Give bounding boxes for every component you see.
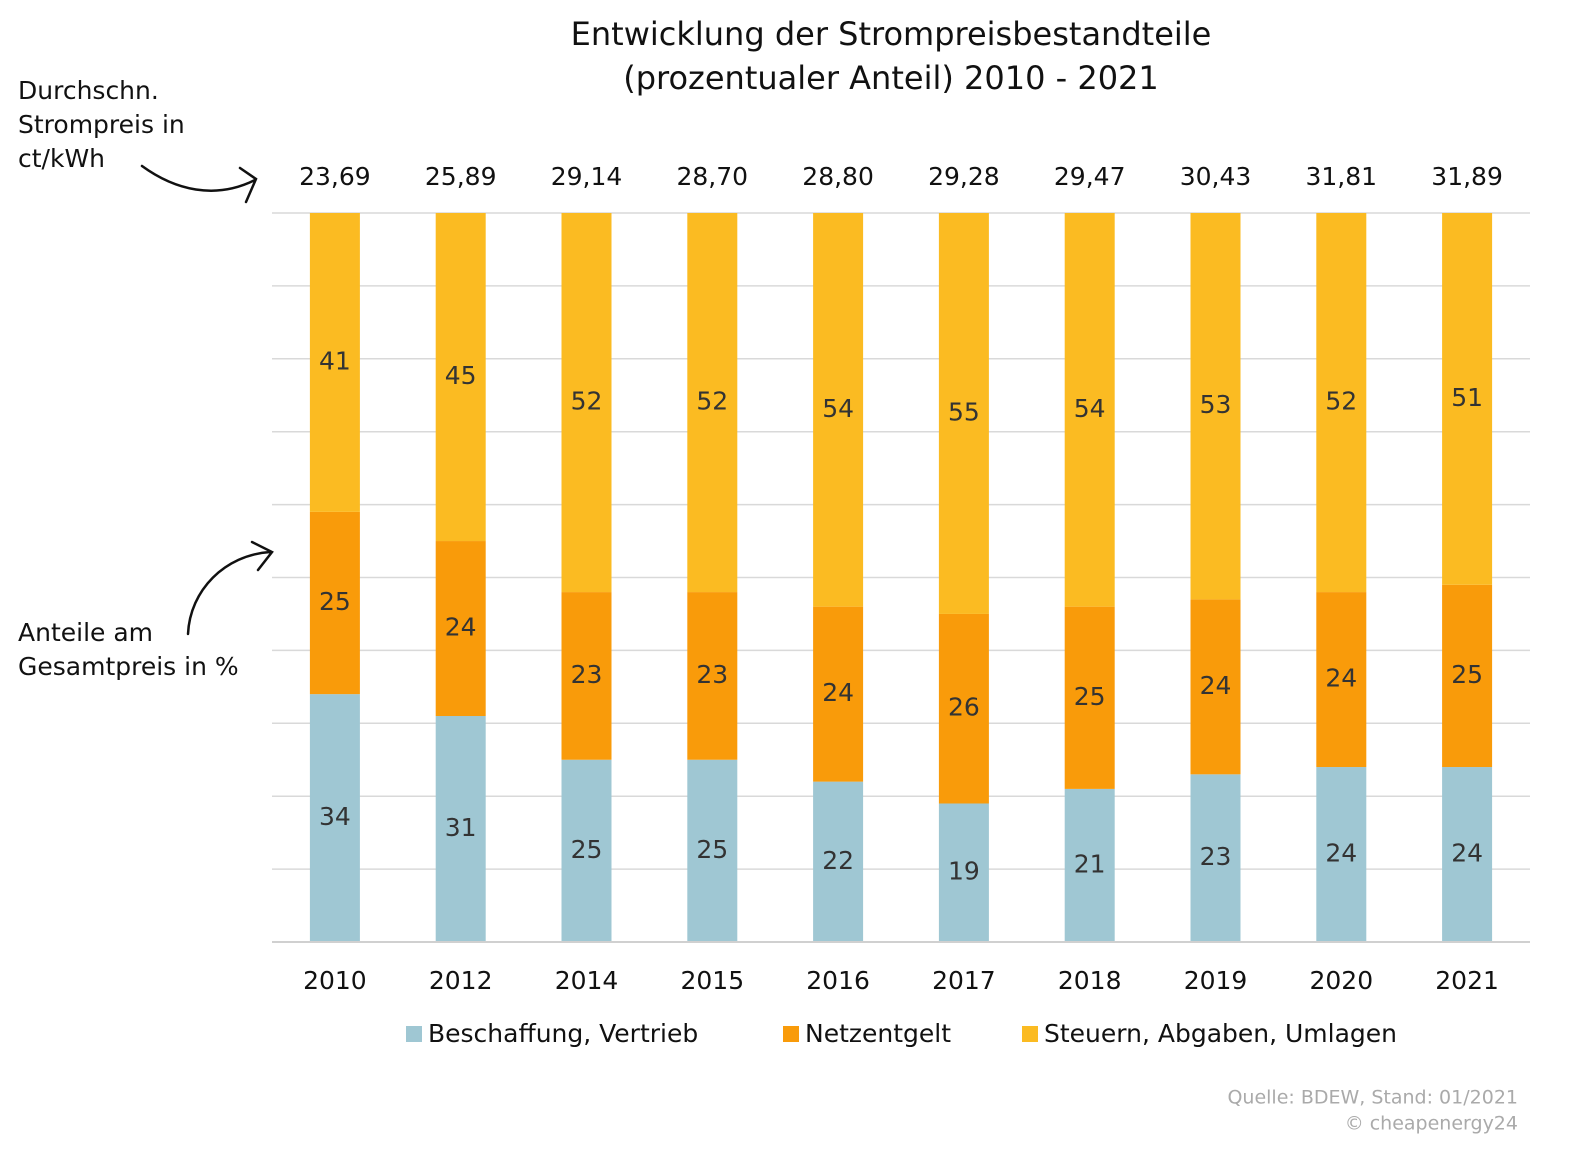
x-tick-label: 2017 [932,966,996,995]
data-label: 23 [696,660,728,689]
bar-segment [1064,606,1115,789]
data-label: 54 [822,394,854,423]
price-label: 29,28 [928,162,1000,191]
bar-segment [1190,774,1241,942]
x-tick-label: 2019 [1184,966,1248,995]
bar-segment [687,759,738,942]
data-label: 52 [696,387,728,416]
data-label: 34 [319,802,351,831]
bar-segment [938,613,989,804]
bar-segment [1316,767,1367,942]
bar-segment [813,781,864,942]
bar-segment [309,694,360,942]
price-label: 28,80 [802,162,874,191]
price-label: 30,43 [1180,162,1252,191]
bar-segment [687,592,738,760]
x-tick-label: 2015 [680,966,744,995]
data-label: 54 [1074,394,1106,423]
price-label: 28,70 [677,162,749,191]
data-label: 25 [1074,682,1106,711]
data-label: 24 [1325,839,1357,868]
bar-segment [1190,599,1241,775]
legend-swatch [783,1026,799,1042]
chart-title: (prozentualer Anteil) 2010 - 2021 [623,59,1159,97]
source: © cheapenergy24 [1345,1113,1518,1135]
data-label: 51 [1451,383,1483,412]
data-label: 25 [696,835,728,864]
data-label: 45 [445,361,477,390]
data-label: 21 [1074,849,1106,878]
bar-segment [561,759,612,942]
data-label: 55 [948,397,980,426]
data-label: 24 [445,613,477,642]
price-label: 25,89 [425,162,497,191]
data-label: 24 [1451,839,1483,868]
annotation: Gesamtpreis in % [18,652,239,681]
bar-segment [813,213,864,607]
data-label: 19 [948,857,980,886]
data-label: 25 [571,835,603,864]
price-label: 29,47 [1054,162,1126,191]
legend-label: Beschaffung, Vertrieb [428,1019,698,1048]
annotation: Durchschn. [18,76,159,105]
x-tick-label: 2010 [303,966,367,995]
data-label: 22 [822,846,854,875]
annotation: ct/kWh [18,144,105,173]
data-label: 26 [948,693,980,722]
bar-segment [1442,584,1493,768]
legend-label: Netzentgelt [805,1019,951,1048]
data-label: 41 [319,346,351,375]
legend-swatch [406,1026,422,1042]
arrow [186,540,274,636]
bar-segment [1442,213,1493,585]
price-label: 31,81 [1306,162,1378,191]
bar-segment [1064,788,1115,942]
data-label: 52 [1325,387,1357,416]
x-tick-label: 2016 [806,966,870,995]
price-label: 31,89 [1431,162,1503,191]
bar-segment [938,213,989,614]
bar-segment [1190,213,1241,600]
bar-segment [813,606,864,782]
bar-segment [435,213,486,542]
data-label: 31 [445,813,477,842]
bar-segment [1064,213,1115,607]
legend-swatch [1022,1026,1038,1042]
bar-segment [1316,213,1367,593]
source: Quelle: BDEW, Stand: 01/2021 [1227,1087,1518,1109]
data-label: 24 [1325,664,1357,693]
data-label: 24 [1200,671,1232,700]
x-tick-label: 2021 [1435,966,1499,995]
data-label: 24 [822,678,854,707]
bar-segment [561,213,612,593]
data-label: 52 [571,387,603,416]
x-tick-label: 2014 [555,966,619,995]
data-label: 23 [1200,842,1232,871]
price-label: 29,14 [551,162,623,191]
annotation: Anteile am [18,618,153,647]
bar-segment [1442,767,1493,942]
bar-segment [561,592,612,760]
arrow [140,164,258,204]
x-tick-label: 2018 [1058,966,1122,995]
bar-segment [687,213,738,593]
data-label: 23 [571,660,603,689]
bar-segment [309,511,360,695]
price-label: 23,69 [299,162,371,191]
bar-segment [309,213,360,512]
x-tick-label: 2020 [1309,966,1373,995]
data-label: 25 [319,587,351,616]
bar-segment [1316,592,1367,768]
data-label: 53 [1200,390,1232,419]
annotation: Strompreis in [18,110,185,139]
legend-label: Steuern, Abgaben, Umlagen [1044,1019,1397,1048]
bar-segment [435,716,486,942]
data-label: 25 [1451,660,1483,689]
chart-title: Entwicklung der Strompreisbestandteile [571,15,1212,53]
bar-segment [938,803,989,942]
bar-segment [435,541,486,717]
x-tick-label: 2012 [429,966,493,995]
